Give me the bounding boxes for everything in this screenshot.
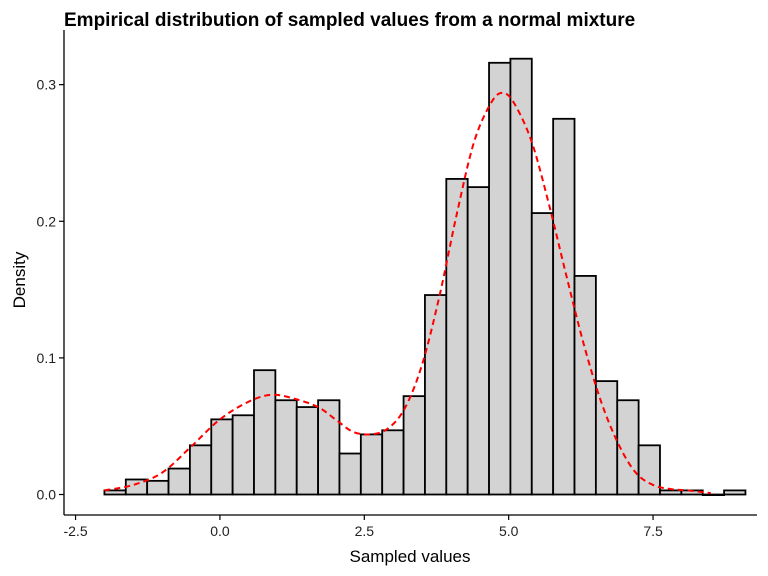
histogram-bar [509, 57, 533, 496]
histogram-bar [338, 452, 362, 496]
histogram-bar [381, 429, 405, 496]
histogram-bar [274, 399, 298, 496]
histogram-bar [103, 489, 127, 496]
histogram-bar [530, 212, 555, 496]
x-tick-label: 2.5 [355, 523, 375, 539]
chart-title: Empirical distribution of sampled values… [64, 10, 635, 31]
histogram-bar [359, 433, 384, 496]
y-tick-label: 0.2 [37, 213, 57, 229]
y-tick-label: 0.3 [37, 77, 57, 93]
y-axis-label: Density [10, 251, 29, 308]
plot-area [103, 57, 747, 497]
histogram-bar [210, 418, 234, 496]
x-axis-ticks: -2.5 0.0 2.5 5.0 7.5 [63, 515, 663, 539]
histogram-bar [659, 489, 683, 496]
histogram-bar [167, 467, 191, 496]
histogram-bar [488, 61, 512, 496]
histogram-bar [594, 380, 619, 496]
histogram-bar [424, 294, 448, 496]
histogram-bar [445, 178, 469, 496]
histogram-bar [295, 406, 320, 496]
x-tick-label: 0.0 [210, 523, 230, 539]
histogram-bar [466, 186, 490, 496]
histogram-bar [402, 395, 426, 496]
histogram-bar [253, 369, 277, 496]
x-tick-label: 5.0 [499, 523, 519, 539]
histogram-bar [146, 479, 170, 496]
histogram-bars [103, 57, 747, 497]
histogram-bar [723, 489, 747, 496]
histogram-bar [188, 444, 213, 496]
x-tick-label: 7.5 [643, 523, 663, 539]
histogram-bar [552, 117, 576, 496]
y-axis-ticks: 0.0 0.1 0.2 0.3 [37, 77, 64, 503]
histogram-bar [317, 399, 341, 496]
histogram-bar [637, 444, 661, 496]
y-tick-label: 0.0 [37, 487, 57, 503]
histogram-bar [231, 414, 255, 496]
x-axis-label: Sampled values [350, 547, 471, 566]
density-curve [104, 91, 711, 495]
y-tick-label: 0.1 [37, 350, 57, 366]
x-tick-label: -2.5 [63, 523, 87, 539]
histogram-bar [701, 493, 725, 497]
histogram-bar [573, 275, 597, 496]
